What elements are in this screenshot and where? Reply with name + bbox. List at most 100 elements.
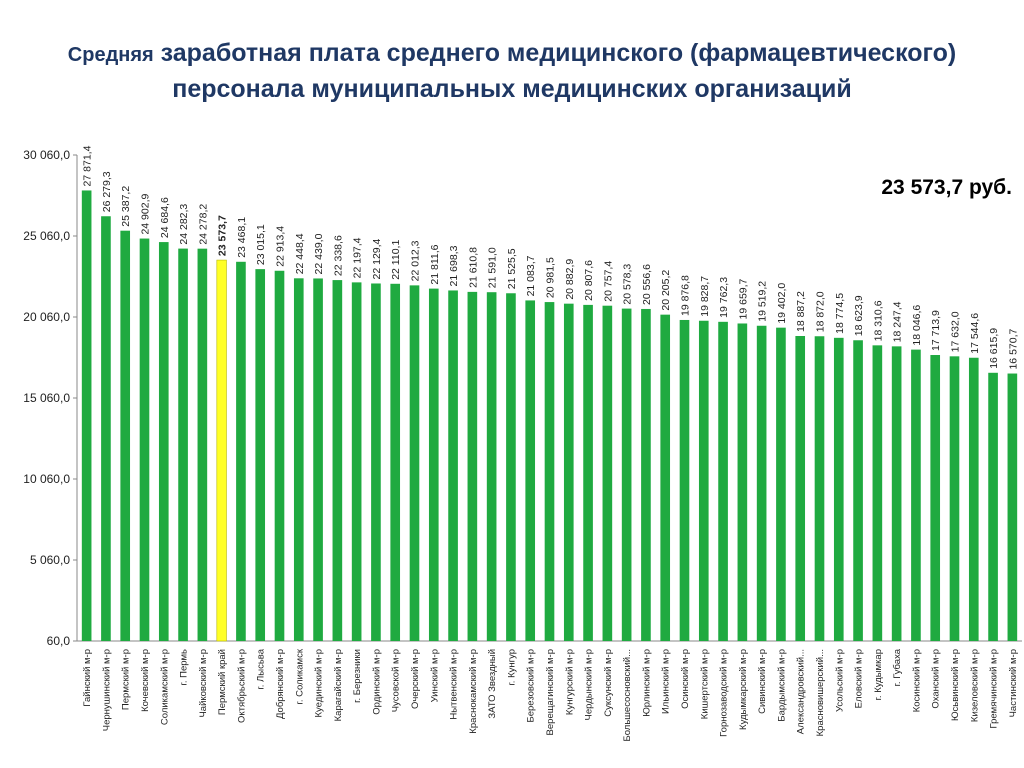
- category-label: Большесосновский...: [622, 649, 633, 742]
- bar: [197, 248, 208, 642]
- bar: [467, 291, 478, 641]
- y-tick-label: 20 060,0: [23, 310, 70, 324]
- value-label: 20 807,6: [583, 260, 595, 301]
- bar: [158, 242, 169, 641]
- value-label: 22 439,0: [313, 233, 325, 274]
- category-label: г. Соликамск: [294, 648, 305, 704]
- category-label: ЗАТО Звездный: [487, 649, 498, 719]
- bar: [409, 285, 420, 641]
- bar: [506, 293, 516, 641]
- bar: [120, 230, 131, 641]
- bar: [428, 288, 439, 641]
- category-label: г. Лысьва: [256, 648, 267, 689]
- value-label: 18 310,6: [872, 300, 884, 341]
- value-label: 22 448,4: [294, 233, 306, 274]
- bar: [371, 283, 381, 641]
- category-label: Карагайский м-р: [333, 649, 344, 721]
- bar: [795, 336, 806, 641]
- category-label: Куединский м-р: [314, 649, 325, 718]
- bar: [81, 190, 92, 641]
- value-label: 21 591,0: [487, 247, 499, 288]
- value-label: 23 015,1: [255, 224, 267, 265]
- value-label: 19 659,7: [737, 278, 749, 319]
- bar: [949, 356, 960, 641]
- bar: [911, 349, 921, 641]
- value-label: 24 684,6: [159, 197, 171, 238]
- value-label: 18 774,5: [834, 293, 846, 334]
- bar: [641, 308, 651, 641]
- bar: [853, 340, 863, 641]
- bar: [872, 345, 883, 641]
- title-first-word: Средняя: [67, 44, 154, 66]
- category-label: Частинский м-р: [1008, 649, 1019, 717]
- value-label: 20 981,5: [545, 257, 557, 298]
- category-label: Бардымский м-р: [776, 649, 787, 722]
- category-label: Гремячинский м-р: [989, 649, 1000, 729]
- category-label: г. Губаха: [892, 648, 903, 686]
- category-label: Гайнский м-р: [82, 649, 93, 707]
- value-label: 26 279,3: [101, 171, 113, 212]
- value-label: 17 544,6: [969, 313, 981, 354]
- value-label: 16 570,7: [1007, 328, 1019, 369]
- category-label: Октябрьский м-р: [236, 649, 247, 723]
- bar: [1007, 373, 1018, 641]
- value-label: 19 876,8: [680, 275, 692, 316]
- bar: [621, 308, 632, 641]
- category-label: Соликамский м-р: [159, 649, 170, 725]
- category-label: Суксунский м-р: [603, 649, 614, 717]
- category-label: Кудымкарский м-р: [738, 649, 749, 730]
- bar: [930, 355, 941, 641]
- value-label: 18 623,9: [853, 295, 865, 336]
- category-label: Кизеловский м-р: [969, 649, 980, 722]
- y-tick-label: 25 060,0: [23, 229, 70, 243]
- category-label: Чернушинский м-р: [101, 649, 112, 731]
- category-label: Сивинский м-р: [757, 649, 768, 714]
- y-tick-label: 60,0: [47, 634, 71, 648]
- category-labels-group: Гайнский м-р Чернушинский м-р Пермский м-р…: [82, 648, 1019, 741]
- value-label: 21 698,3: [448, 245, 460, 286]
- value-label: 20 556,6: [641, 264, 653, 305]
- value-label: 19 402,0: [776, 283, 788, 324]
- category-label: Оханский м-р: [931, 649, 942, 709]
- bar: [236, 261, 246, 641]
- category-label: Чайковский м-р: [198, 649, 209, 718]
- value-label: 21 525,5: [506, 248, 518, 289]
- value-label: 17 632,0: [950, 311, 962, 352]
- value-label: 20 578,3: [622, 264, 634, 305]
- y-tick-label: 5 060,0: [30, 553, 70, 567]
- bar: [274, 270, 285, 641]
- bar: [602, 305, 613, 641]
- bar: [255, 269, 266, 641]
- bar: [293, 278, 304, 641]
- value-label: 24 278,2: [197, 204, 209, 245]
- y-tick-label: 10 060,0: [23, 472, 70, 486]
- bar: [679, 319, 690, 641]
- value-label: 19 762,3: [718, 277, 730, 318]
- value-label: 17 713,9: [930, 310, 942, 351]
- category-label: Кишертский м-р: [699, 649, 710, 719]
- category-label: Ординский м-р: [371, 649, 382, 715]
- bar: [698, 320, 709, 641]
- category-label: г. Березники: [352, 649, 363, 703]
- bar: [178, 248, 188, 641]
- value-label: 21 811,6: [429, 244, 441, 284]
- category-label: Березовский м-р: [526, 649, 537, 723]
- value-label: 24 902,9: [140, 194, 152, 235]
- bar: [660, 314, 671, 641]
- y-tick-label: 15 060,0: [23, 391, 70, 405]
- category-label: Александровский...: [796, 649, 807, 734]
- bar: [756, 325, 767, 641]
- category-label: Очерский м-р: [410, 649, 421, 709]
- bar: [139, 238, 150, 642]
- category-label: Нытвенский м-р: [449, 649, 460, 720]
- bar: [737, 323, 748, 641]
- category-label: Юрлинский м-р: [641, 649, 652, 717]
- value-label: 21 083,7: [525, 255, 537, 296]
- value-label: 22 110,1: [390, 240, 402, 280]
- category-label: Краснокамский м-р: [468, 649, 479, 734]
- bar: [563, 303, 574, 641]
- average-salary-label: 23 573,7 руб.: [881, 176, 1012, 199]
- bar: [891, 346, 902, 641]
- value-label: 22 012,3: [410, 240, 422, 281]
- bar: [351, 282, 362, 641]
